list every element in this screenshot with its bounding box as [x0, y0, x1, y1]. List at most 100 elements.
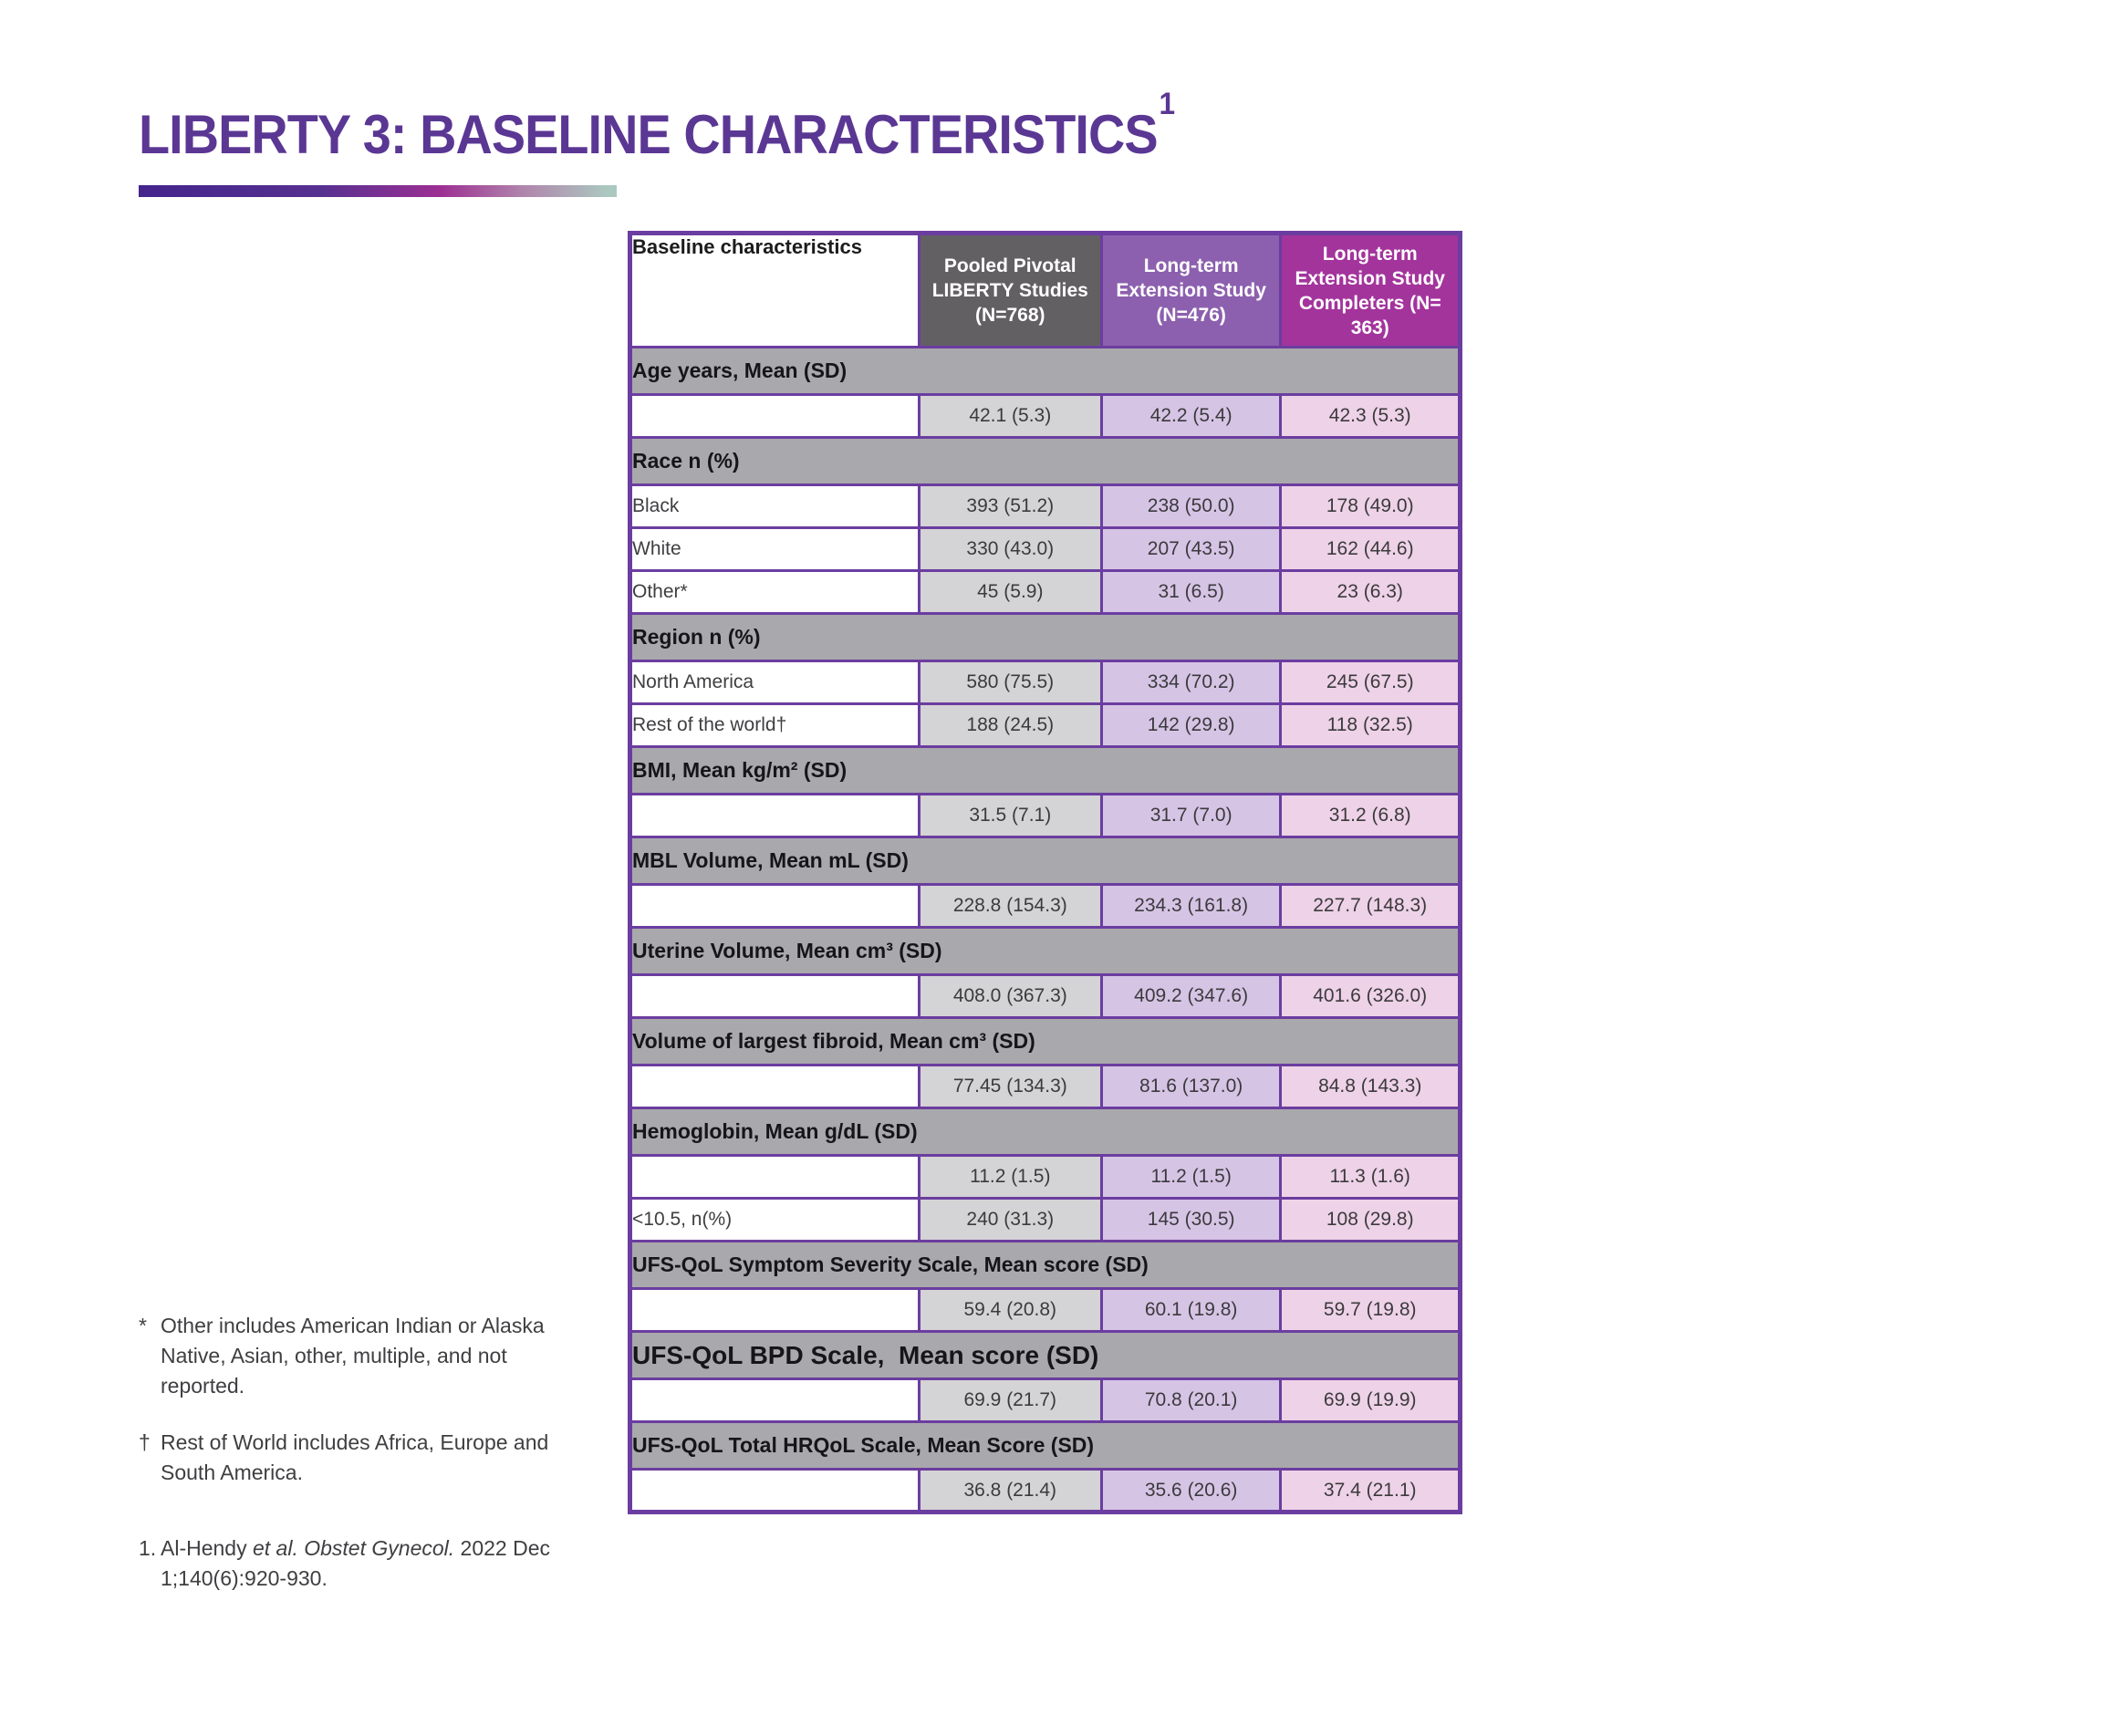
footnotes: * Other includes American Indian or Alask…: [139, 1311, 595, 1594]
column-header-baseline-characteristics: Baseline characteristics: [629, 232, 920, 348]
data-cell: 393 (51.2): [917, 483, 1103, 529]
column-header-long-term-extension: Long-term Extension Study (N=476): [1099, 232, 1283, 348]
data-cell: 84.8 (143.3): [1279, 1064, 1461, 1109]
footnote-line: Native, Asian, other, multiple, and not: [161, 1344, 507, 1367]
data-row: 36.8 (21.4) 35.6 (20.6) 37.4 (21.1): [629, 1468, 1461, 1513]
data-cell: 37.4 (21.1): [1279, 1468, 1461, 1513]
section-label: UFS-QoL BPD Scale, Mean score (SD): [629, 1330, 1461, 1380]
table-body: Age years, Mean (SD) 42.1 (5.3) 42.2 (5.4)…: [629, 346, 1461, 1513]
data-cell: 23 (6.3): [1279, 569, 1461, 615]
section-row: Region n (%): [629, 612, 1461, 662]
row-label: [629, 1377, 920, 1423]
section-label: UFS-QoL Total HRQoL Scale, Mean Score (S…: [629, 1420, 1461, 1471]
header-row: Baseline characteristics Pooled Pivotal …: [629, 232, 1461, 348]
data-cell: 45 (5.9): [917, 569, 1103, 615]
data-row: Black 393 (51.2) 238 (50.0) 178 (49.0): [629, 483, 1461, 529]
data-cell: 31.5 (7.1): [917, 793, 1103, 838]
data-cell: 108 (29.8): [1279, 1197, 1461, 1242]
row-label: Rest of the world†: [629, 702, 920, 748]
data-cell: 162 (44.6): [1279, 526, 1461, 572]
row-label: [629, 973, 920, 1019]
row-label: [629, 393, 920, 439]
section-label: Region n (%): [629, 612, 1461, 662]
data-cell: 580 (75.5): [917, 660, 1103, 705]
data-row: 408.0 (367.3) 409.2 (347.6) 401.6 (326.0): [629, 973, 1461, 1019]
section-label: Volume of largest fibroid, Mean cm³ (SD): [629, 1016, 1461, 1066]
data-row: 77.45 (134.3) 81.6 (137.0) 84.8 (143.3): [629, 1064, 1461, 1109]
data-row: 228.8 (154.3) 234.3 (161.8) 227.7 (148.3): [629, 883, 1461, 929]
data-cell: 401.6 (326.0): [1279, 973, 1461, 1019]
title-underline-gradient: [139, 185, 617, 197]
row-label: White: [629, 526, 920, 572]
data-row: 42.1 (5.3) 42.2 (5.4) 42.3 (5.3): [629, 393, 1461, 439]
footnote-line: Rest of World includes Africa, Europe an…: [161, 1430, 549, 1454]
footnote-line: Other includes American Indian or Alaska: [161, 1314, 545, 1337]
data-cell: 42.1 (5.3): [917, 393, 1103, 439]
section-row: Age years, Mean (SD): [629, 346, 1461, 396]
footnote: † Rest of World includes Africa, Europe a…: [139, 1428, 595, 1488]
section-row: Hemoglobin, Mean g/dL (SD): [629, 1107, 1461, 1157]
data-cell: 31.7 (7.0): [1099, 793, 1283, 838]
section-label: Age years, Mean (SD): [629, 346, 1461, 396]
page-title-text: LIBERTY 3: BASELINE CHARACTERISTICS: [139, 104, 1159, 165]
data-row: White 330 (43.0) 207 (43.5) 162 (44.6): [629, 526, 1461, 572]
data-cell: 11.2 (1.5): [917, 1154, 1103, 1200]
data-cell: 245 (67.5): [1279, 660, 1461, 705]
footnote-line: 1;140(6):920-930.: [161, 1566, 328, 1590]
data-row: Other* 45 (5.9) 31 (6.5) 23 (6.3): [629, 569, 1461, 615]
data-cell: 408.0 (367.3): [917, 973, 1103, 1019]
footnote-line: South America.: [161, 1461, 303, 1484]
footnote-text: Al-Hendy et al. Obstet Gynecol. 2022 Dec…: [161, 1533, 595, 1594]
section-row: BMI, Mean kg/m² (SD): [629, 745, 1461, 795]
column-header-extension-completers: Long-term Extension Study Completers (N=…: [1279, 232, 1461, 348]
section-row: UFS-QoL Symptom Severity Scale, Mean sco…: [629, 1240, 1461, 1290]
data-cell: 11.2 (1.5): [1099, 1154, 1283, 1200]
data-row: 31.5 (7.1) 31.7 (7.0) 31.2 (6.8): [629, 793, 1461, 838]
row-label: [629, 793, 920, 838]
data-cell: 207 (43.5): [1099, 526, 1283, 572]
footnote: * Other includes American Indian or Alask…: [139, 1311, 595, 1401]
table-header: Baseline characteristics Pooled Pivotal …: [629, 232, 1461, 348]
data-cell: 145 (30.5): [1099, 1197, 1283, 1242]
data-cell: 11.3 (1.6): [1279, 1154, 1461, 1200]
data-cell: 118 (32.5): [1279, 702, 1461, 748]
section-label: Race n (%): [629, 436, 1461, 486]
footnote-line: reported.: [161, 1374, 245, 1398]
section-row: Volume of largest fibroid, Mean cm³ (SD): [629, 1016, 1461, 1066]
data-cell: 81.6 (137.0): [1099, 1064, 1283, 1109]
section-row: UFS-QoL BPD Scale, Mean score (SD): [629, 1330, 1461, 1380]
row-label: [629, 1154, 920, 1200]
data-row: 11.2 (1.5) 11.2 (1.5) 11.3 (1.6): [629, 1154, 1461, 1200]
section-row: MBL Volume, Mean mL (SD): [629, 836, 1461, 886]
column-header-pooled-pivotal: Pooled Pivotal LIBERTY Studies (N=768): [917, 232, 1103, 348]
footnote-marker: *: [139, 1314, 147, 1337]
data-cell: 59.7 (19.8): [1279, 1287, 1461, 1333]
footnote-text: Other includes American Indian or Alaska…: [161, 1311, 595, 1401]
data-cell: 334 (70.2): [1099, 660, 1283, 705]
section-label: MBL Volume, Mean mL (SD): [629, 836, 1461, 886]
section-row: Race n (%): [629, 436, 1461, 486]
data-row: 59.4 (20.8) 60.1 (19.8) 59.7 (19.8): [629, 1287, 1461, 1333]
data-cell: 42.3 (5.3): [1279, 393, 1461, 439]
data-cell: 178 (49.0): [1279, 483, 1461, 529]
section-row: Uterine Volume, Mean cm³ (SD): [629, 926, 1461, 976]
data-cell: 240 (31.3): [917, 1197, 1103, 1242]
row-label: [629, 1064, 920, 1109]
data-row: North America 580 (75.5) 334 (70.2) 245 (67…: [629, 660, 1461, 705]
row-label: <10.5, n(%): [629, 1197, 920, 1242]
data-cell: 228.8 (154.3): [917, 883, 1103, 929]
data-cell: 59.4 (20.8): [917, 1287, 1103, 1333]
data-cell: 234.3 (161.8): [1099, 883, 1283, 929]
data-cell: 238 (50.0): [1099, 483, 1283, 529]
data-cell: 227.7 (148.3): [1279, 883, 1461, 929]
footnote-marker: †: [139, 1430, 151, 1454]
row-label: Other*: [629, 569, 920, 615]
data-cell: 70.8 (20.1): [1099, 1377, 1283, 1423]
data-cell: 35.6 (20.6): [1099, 1468, 1283, 1513]
baseline-characteristics-table: Baseline characteristics Pooled Pivotal …: [628, 231, 1462, 1514]
data-row: Rest of the world† 188 (24.5) 142 (29.8) 11…: [629, 702, 1461, 748]
data-cell: 42.2 (5.4): [1099, 393, 1283, 439]
data-cell: 31.2 (6.8): [1279, 793, 1461, 838]
footnote-text: Rest of World includes Africa, Europe an…: [161, 1428, 595, 1488]
